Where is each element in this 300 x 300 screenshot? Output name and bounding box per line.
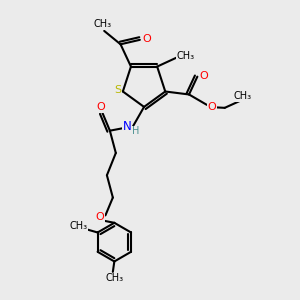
Text: O: O: [200, 71, 208, 81]
Text: H: H: [132, 126, 140, 136]
Text: CH₃: CH₃: [177, 51, 195, 61]
Text: CH₃: CH₃: [69, 221, 87, 231]
Text: O: O: [208, 102, 217, 112]
Text: CH₃: CH₃: [233, 91, 252, 101]
Text: S: S: [114, 85, 121, 95]
Text: O: O: [95, 212, 104, 222]
Text: O: O: [142, 34, 151, 44]
Text: CH₃: CH₃: [105, 273, 123, 284]
Text: CH₃: CH₃: [93, 20, 111, 29]
Text: O: O: [97, 102, 105, 112]
Text: N: N: [122, 120, 131, 133]
